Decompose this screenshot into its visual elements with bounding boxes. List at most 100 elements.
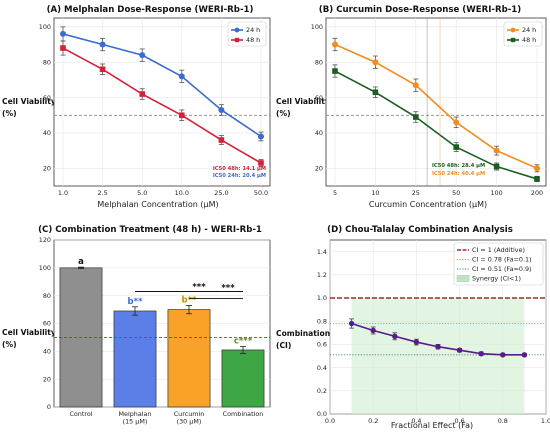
d-ytick-label: 1.2 — [317, 271, 327, 279]
b-data-point — [493, 163, 500, 170]
a-data-point — [60, 45, 66, 51]
d-data-point — [348, 320, 355, 327]
a-data-point — [258, 160, 264, 166]
b-ytick-label: 20 — [315, 165, 323, 173]
ylabel-c-line2: (%) — [2, 340, 17, 349]
d-xtick-label: 1.0 — [541, 417, 550, 425]
a-data-point — [60, 30, 66, 37]
b-ytick-label: 60 — [315, 94, 323, 102]
ylabel-a-line2: (%) — [2, 109, 17, 118]
xlabel-a: Melphalan Concentration (μM) — [97, 200, 218, 209]
b-xtick-label: 10 — [371, 189, 379, 197]
a-ic50-24h-annotation: IC50 24h: 20.4 μM — [213, 173, 266, 179]
b-xtick-label: 5 — [333, 189, 337, 197]
b-data-point — [372, 59, 379, 66]
a-legend-label: 48 h — [246, 36, 260, 44]
d-legend-label: Synergy (CI<1) — [472, 275, 521, 283]
b-xtick-label: 200 — [531, 189, 543, 197]
b-legend-marker — [510, 27, 516, 33]
ylabel-b-line2: (%) — [276, 109, 291, 118]
c-xtick-label: Control — [69, 410, 92, 418]
panel-d: 0.0 0.2 0.4 0.6 0.8 1.0 1.2 1.4 0.0 0.2 0.4 0.6 0.8 1… — [317, 239, 550, 425]
a-legend-marker — [234, 37, 240, 43]
ylabel-c-line1: Cell Viability — [2, 328, 56, 337]
c-significance-label: a — [78, 257, 84, 267]
d-xtick-label: 0.8 — [498, 417, 508, 425]
c-bar-2 — [167, 309, 211, 408]
a-xtick-label: 5.0 — [137, 189, 147, 197]
b-ytick-label: 40 — [315, 129, 323, 137]
b-data-point — [493, 147, 500, 154]
ylabel-d-line1: Combination Index — [276, 329, 357, 338]
c-bar-3 — [221, 349, 265, 408]
title-d: (D) Chou-Talalay Combination Analysis — [327, 225, 513, 235]
title-b: (B) Curcumin Dose-Response (WERI-Rb-1) — [319, 5, 521, 15]
c-ytick-label: 60 — [43, 320, 51, 328]
title-a: (A) Melphalan Dose-Response (WERI-Rb-1) — [47, 5, 254, 15]
d-xtick-label: 0.6 — [455, 417, 465, 425]
b-ytick-label: 80 — [315, 58, 323, 66]
d-legend-label: CI = 0.78 (Fa=0.1) — [472, 256, 532, 264]
a-ic50-48h-annotation: IC50 48h: 14.1 μM — [213, 166, 266, 172]
b-data-point — [534, 176, 540, 182]
d-ytick-label: 0.6 — [317, 341, 327, 349]
d-xtick-label: 0.4 — [411, 417, 421, 425]
d-ytick-label: 0.4 — [317, 364, 327, 372]
a-data-point — [218, 137, 225, 143]
b-ytick-label: 100 — [311, 23, 323, 31]
a-legend-label: 24 h — [246, 26, 260, 34]
a-xtick-label: 2.5 — [98, 189, 108, 197]
a-series-line-0 — [62, 33, 262, 138]
c-bracket-label: *** — [192, 282, 206, 292]
c-ytick-label: 80 — [43, 292, 51, 300]
a-ytick-label: 20 — [43, 165, 51, 173]
d-data-point — [478, 350, 484, 357]
b-data-point — [372, 89, 379, 96]
a-ytick-label: 40 — [43, 129, 51, 137]
a-data-point — [139, 52, 146, 59]
b-xtick-label: 25 — [412, 189, 420, 197]
b-legend-label: 48 h — [522, 36, 536, 44]
d-legend-swatch — [456, 275, 470, 282]
panel-b: 20 40 60 80 100 5 10 25 50 100 200 24 h 48 h IC50 48h… — [311, 17, 547, 197]
c-ytick-label: 120 — [39, 236, 51, 244]
c-ytick-label: 0 — [47, 403, 51, 411]
a-data-point — [179, 112, 185, 119]
d-synergy-region — [351, 298, 525, 414]
d-ytick-label: 1.0 — [317, 294, 327, 302]
a-data-point — [218, 106, 225, 113]
c-ytick-label: 40 — [43, 348, 51, 356]
c-xtick-label: (30 μM) — [177, 418, 202, 426]
d-data-point — [370, 327, 376, 334]
a-xtick-label: 1.0 — [58, 189, 68, 197]
b-data-point — [332, 68, 338, 74]
b-data-point — [413, 114, 419, 120]
a-xtick-label: 50.0 — [254, 189, 268, 197]
d-data-point — [500, 352, 506, 358]
title-c: (C) Combination Treatment (48 h) - WERI-… — [38, 225, 262, 235]
b-xtick-label: 50 — [452, 189, 460, 197]
xlabel-d: Fractional Effect (Fa) — [391, 421, 473, 430]
xlabel-b: Curcumin Concentration (μM) — [369, 200, 487, 209]
a-xtick-label: 25.0 — [214, 189, 228, 197]
b-data-point — [453, 144, 459, 150]
d-data-point — [413, 339, 420, 345]
ylabel-a-line1: Cell Viability — [2, 97, 56, 106]
a-ytick-label: 60 — [43, 94, 51, 102]
d-data-point — [435, 344, 441, 350]
b-legend-label: 24 h — [522, 26, 536, 34]
c-xtick-label: Curcumin — [174, 410, 205, 418]
b-legend-marker — [510, 37, 516, 43]
d-xtick-label: 0.0 — [325, 417, 335, 425]
c-bar-1 — [113, 310, 157, 408]
d-legend-label: CI = 1 (Additive) — [472, 246, 525, 254]
d-ytick-label: 0.0 — [317, 410, 327, 418]
b-series-line-1 — [334, 70, 538, 180]
c-xtick-label: Melphalan — [119, 410, 152, 418]
b-series-line-0 — [334, 43, 538, 170]
d-ytick-label: 0.8 — [317, 317, 327, 325]
a-data-point — [99, 66, 106, 73]
c-significance-label: c*** — [234, 336, 253, 346]
c-significance-label: b** — [128, 297, 144, 307]
